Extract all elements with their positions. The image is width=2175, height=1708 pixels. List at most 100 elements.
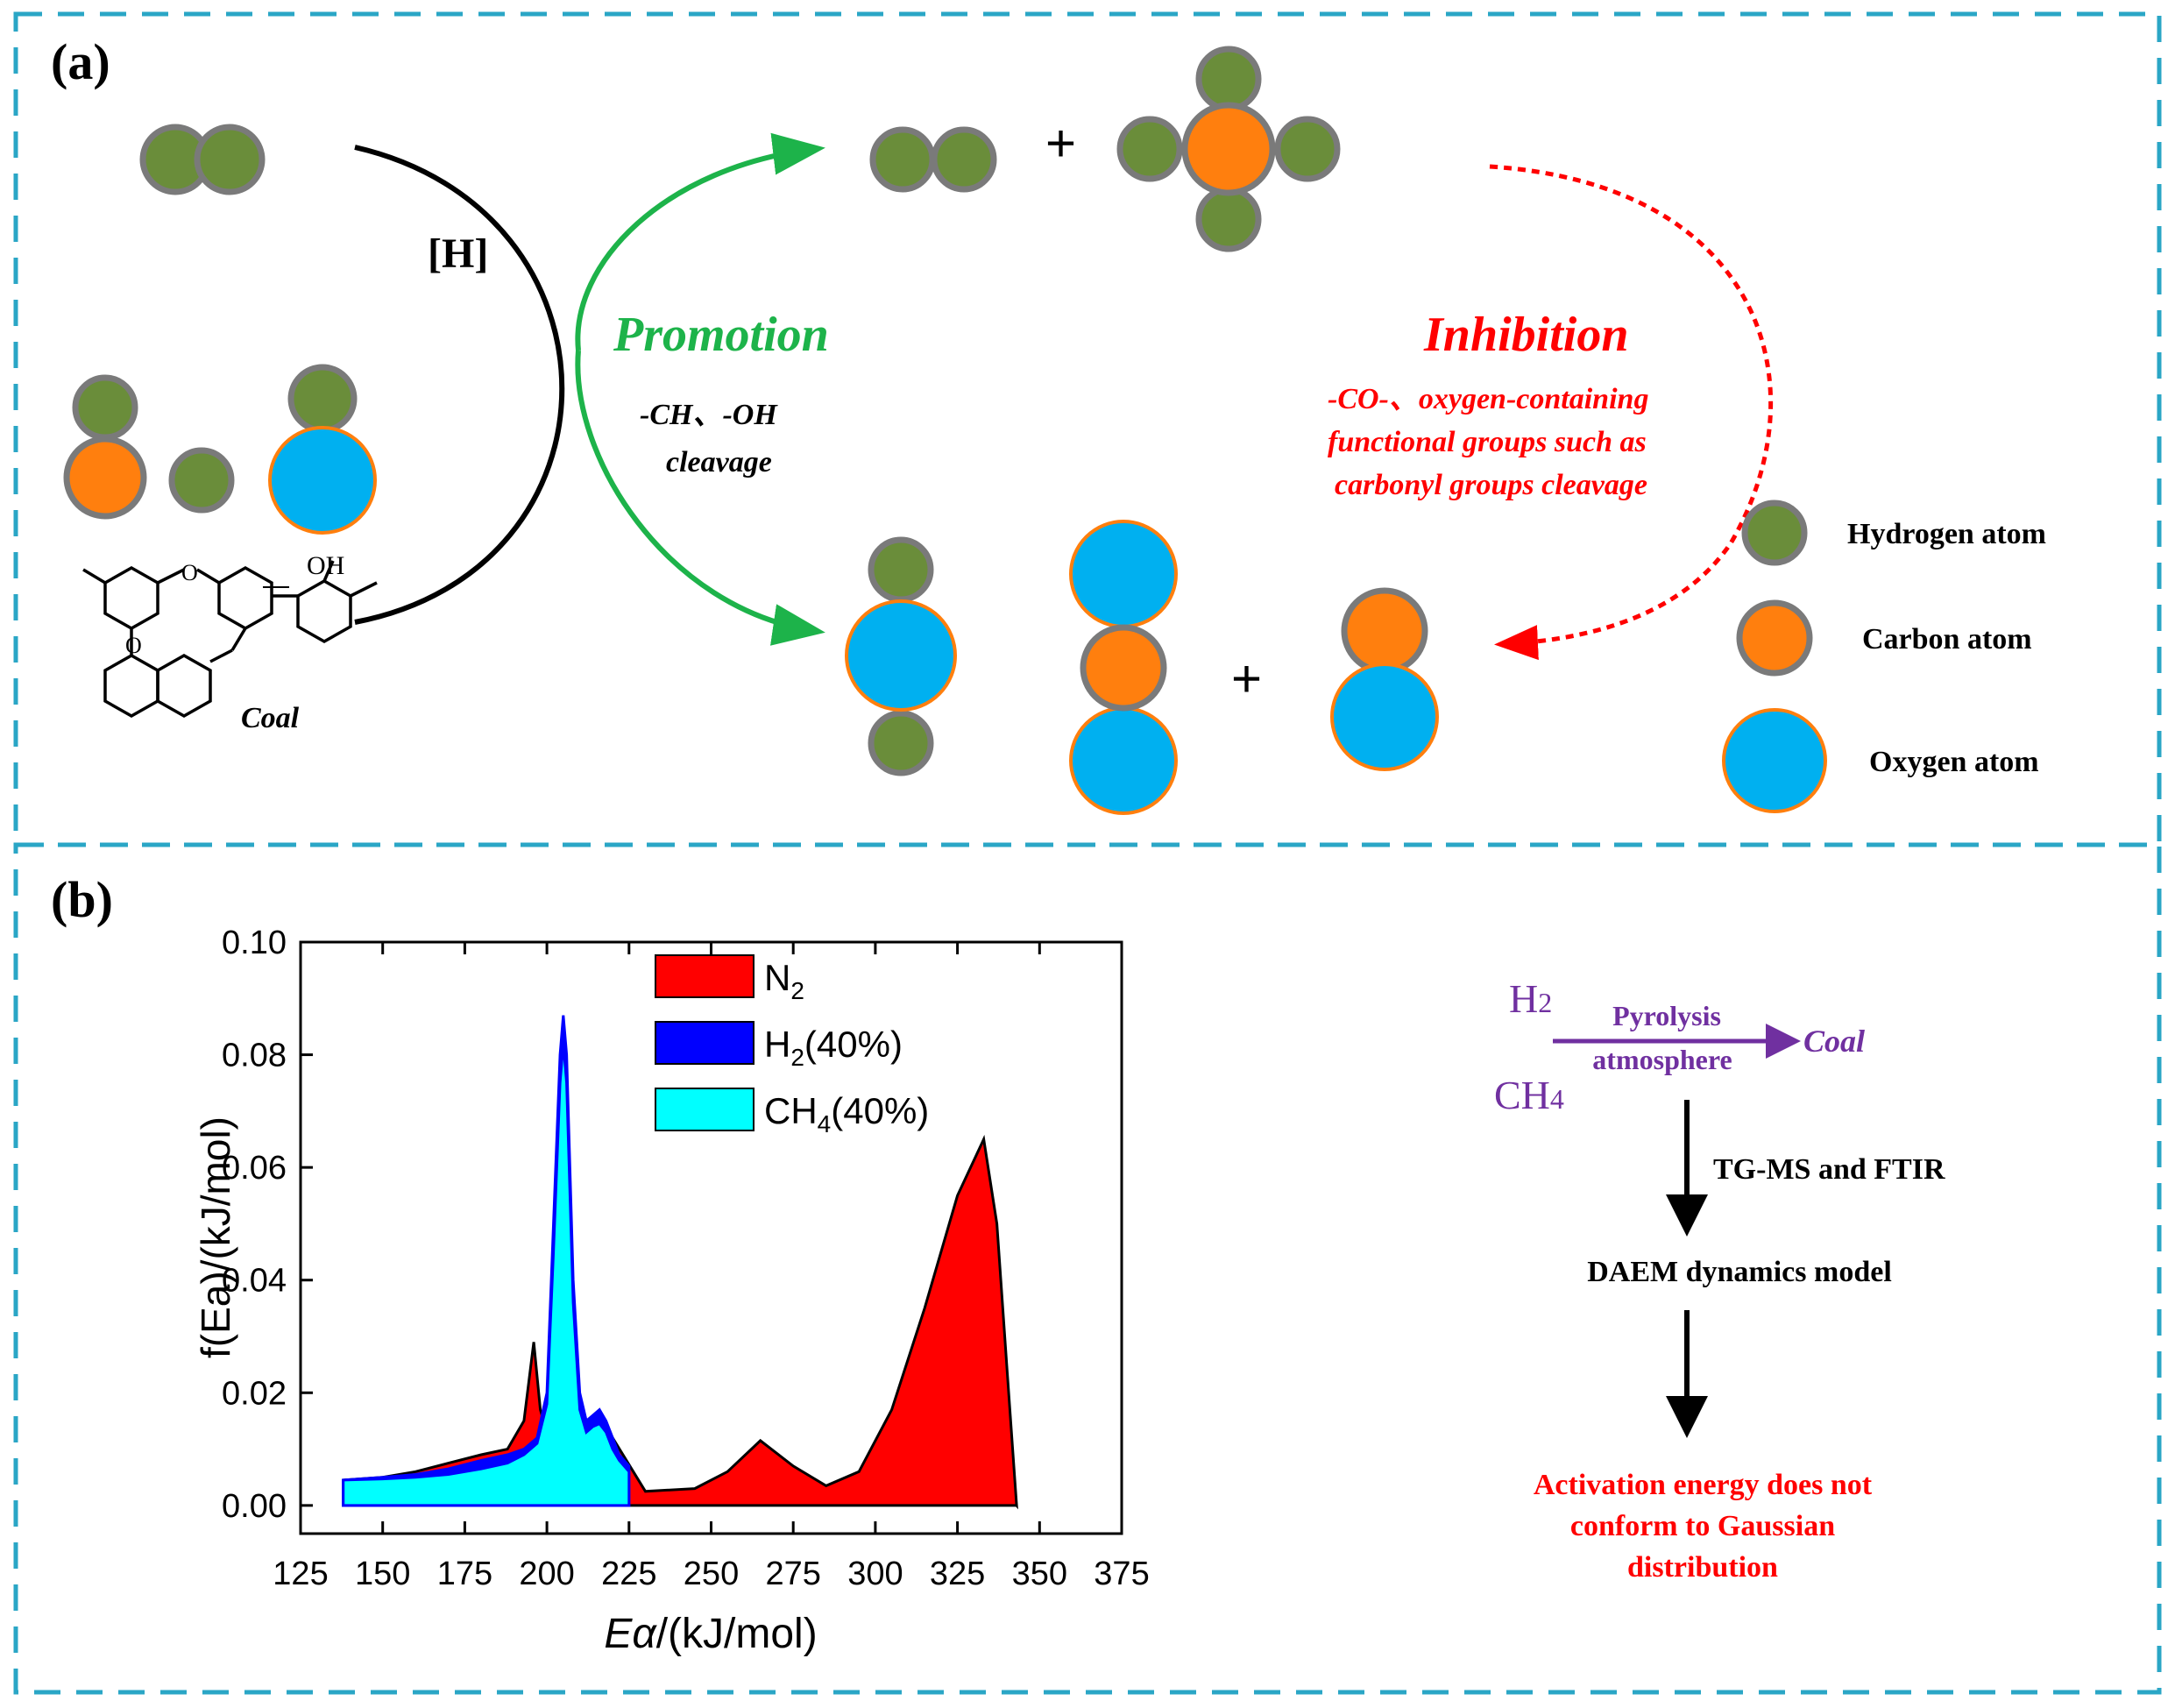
panel-b-frame — [13, 842, 2162, 1695]
inhibition-line2: functional groups such as — [1328, 426, 1647, 458]
x-tick-label: 250 — [684, 1556, 739, 1592]
panel-a: (a) [H] — [51, 33, 2046, 815]
promotion-line2: cleavage — [666, 446, 772, 478]
x-axis-label-alpha: α — [632, 1611, 657, 1657]
oh-label: OH — [307, 551, 344, 580]
series-area-2 — [342, 1043, 631, 1507]
hydrogen-atom — [287, 364, 358, 434]
h2-atmosphere-subscript: 2 — [1538, 987, 1552, 1018]
hydrogen-atom — [168, 447, 235, 514]
legend-label: N2 — [764, 957, 804, 1004]
plus-sign-top: + — [1045, 114, 1076, 173]
panel-b-label: (b) — [51, 871, 113, 928]
inhibition-title: Inhibition — [1423, 308, 1628, 362]
x-tick-label: 350 — [1012, 1556, 1067, 1592]
inhibition-arrow — [1489, 164, 1774, 661]
legend-label: H2(40%) — [764, 1024, 903, 1071]
x-tick-label: 375 — [1094, 1556, 1149, 1592]
coal-structure — [82, 560, 378, 719]
hydrogen-atom — [869, 126, 936, 193]
h2-product — [869, 126, 997, 193]
co2-product — [1069, 520, 1178, 815]
panel-b: (b) 125 150 175 200 225 250 275 300 325 350 375 0.0… — [51, 871, 1945, 1657]
x-tick-label: 325 — [930, 1556, 985, 1592]
carbonyl-label: O — [125, 633, 142, 658]
hydrogen-atom — [72, 374, 138, 441]
hydrogen-source-label: [H] — [428, 230, 488, 277]
y-tick-label: 0.10 — [222, 925, 287, 961]
legend-carbon-label: Carbon atom — [1862, 623, 2032, 656]
plus-sign-bottom: + — [1231, 649, 1262, 708]
h2-molecule-left — [139, 124, 266, 195]
oxygen-atom — [1330, 663, 1439, 771]
pyrolysis-flow: H2 CH4 Pyrolysis atmosphere Coal TG-MS a… — [1494, 976, 1945, 1584]
tgms-ftir-label: TG-MS and FTIR — [1713, 1153, 1945, 1186]
hydrogen-atom — [868, 536, 934, 603]
coal-label: Coal — [241, 702, 300, 734]
x-tick-label: 150 — [355, 1556, 410, 1592]
result-line2: conform to Gaussian — [1570, 1510, 1835, 1542]
x-tick-label: 300 — [847, 1556, 903, 1592]
ch4-atmosphere-base: CH — [1494, 1073, 1550, 1117]
hydrogen-atom — [931, 126, 997, 193]
hydrogen-atom — [1195, 186, 1262, 252]
promotion-arrow-bottom — [575, 350, 825, 646]
legend-oxygen-swatch — [1722, 708, 1827, 813]
result-line3: distribution — [1627, 1551, 1778, 1584]
h2-atmosphere: H2 — [1509, 976, 1552, 1021]
y-tick-label: 0.04 — [222, 1263, 287, 1300]
carbon-atom — [1341, 587, 1428, 675]
series-area-0 — [342, 1134, 1018, 1509]
panel-a-label: (a) — [51, 33, 110, 90]
hydrogen-transfer-arc — [354, 145, 565, 625]
result-line1: Activation energy does not — [1534, 1469, 1873, 1501]
carbon-atom — [1080, 624, 1167, 712]
promotion-title: Promotion — [613, 308, 829, 362]
x-axis-label-unit: /(kJ/mol) — [656, 1611, 818, 1657]
x-axis-label-e: E — [604, 1611, 633, 1657]
hydrogen-atom — [868, 710, 934, 776]
y-axis-label: f(Ea)/(kJ/mol) — [193, 1116, 238, 1358]
ch4-atmosphere-subscript: 4 — [1550, 1083, 1564, 1115]
hydrogen-atom — [1274, 116, 1341, 182]
x-tick-label: 225 — [601, 1556, 656, 1592]
oxygen-ether-label: O — [181, 560, 198, 585]
ch4-atmosphere: CH4 — [1494, 1073, 1564, 1117]
carbon-atom — [1181, 102, 1276, 196]
x-axis-label: Eα/(kJ/mol) — [604, 1611, 817, 1657]
oxygen-atom — [268, 426, 377, 535]
activation-energy-chart: 125 150 175 200 225 250 275 300 325 350 375 0.00 0.0… — [193, 925, 1150, 1657]
hydrogen-atom — [1195, 46, 1262, 112]
legend-oxygen-label: Oxygen atom — [1869, 746, 2039, 778]
y-tick-label: 0.00 — [222, 1488, 287, 1525]
atom-legend: Hydrogen atom Carbon atom Oxygen atom — [1722, 500, 2046, 813]
hydrogen-atom — [194, 124, 266, 195]
oxygen-atom — [1069, 520, 1178, 628]
x-tick-label: 200 — [519, 1556, 574, 1592]
legend-swatch — [655, 1021, 755, 1065]
legend-carbon-swatch — [1736, 599, 1813, 677]
y-tick-label: 0.08 — [222, 1038, 287, 1074]
legend-hydrogen-label: Hydrogen atom — [1847, 518, 2046, 550]
chart-legend: N2 H2(40%) CH4(40%) — [655, 954, 929, 1137]
inhibition-line1: -CO-、oxygen-containing — [1328, 383, 1648, 415]
promotion-arrow-top — [575, 132, 825, 351]
legend-hydrogen-swatch — [1741, 500, 1808, 566]
x-tick-label: 275 — [765, 1556, 820, 1592]
pyrolysis-label: Pyrolysis — [1612, 1000, 1721, 1031]
x-tick-label: 175 — [437, 1556, 492, 1592]
daem-model-label: DAEM dynamics model — [1587, 1256, 1892, 1288]
promotion-line1: -CH、-OH — [640, 399, 778, 431]
hydrogen-atom — [1116, 116, 1183, 182]
legend-swatch — [655, 1088, 755, 1131]
y-tick-label: 0.06 — [222, 1150, 287, 1187]
coal-fragments — [63, 364, 377, 535]
h2-atmosphere-base: H — [1509, 976, 1538, 1021]
coal-target-label: Coal — [1803, 1024, 1865, 1059]
legend-label: CH4(40%) — [764, 1090, 929, 1137]
oxygen-atom — [845, 599, 957, 712]
y-tick-label: 0.02 — [222, 1375, 287, 1412]
oxygen-atom — [1069, 706, 1178, 815]
h2o-product — [845, 536, 957, 776]
